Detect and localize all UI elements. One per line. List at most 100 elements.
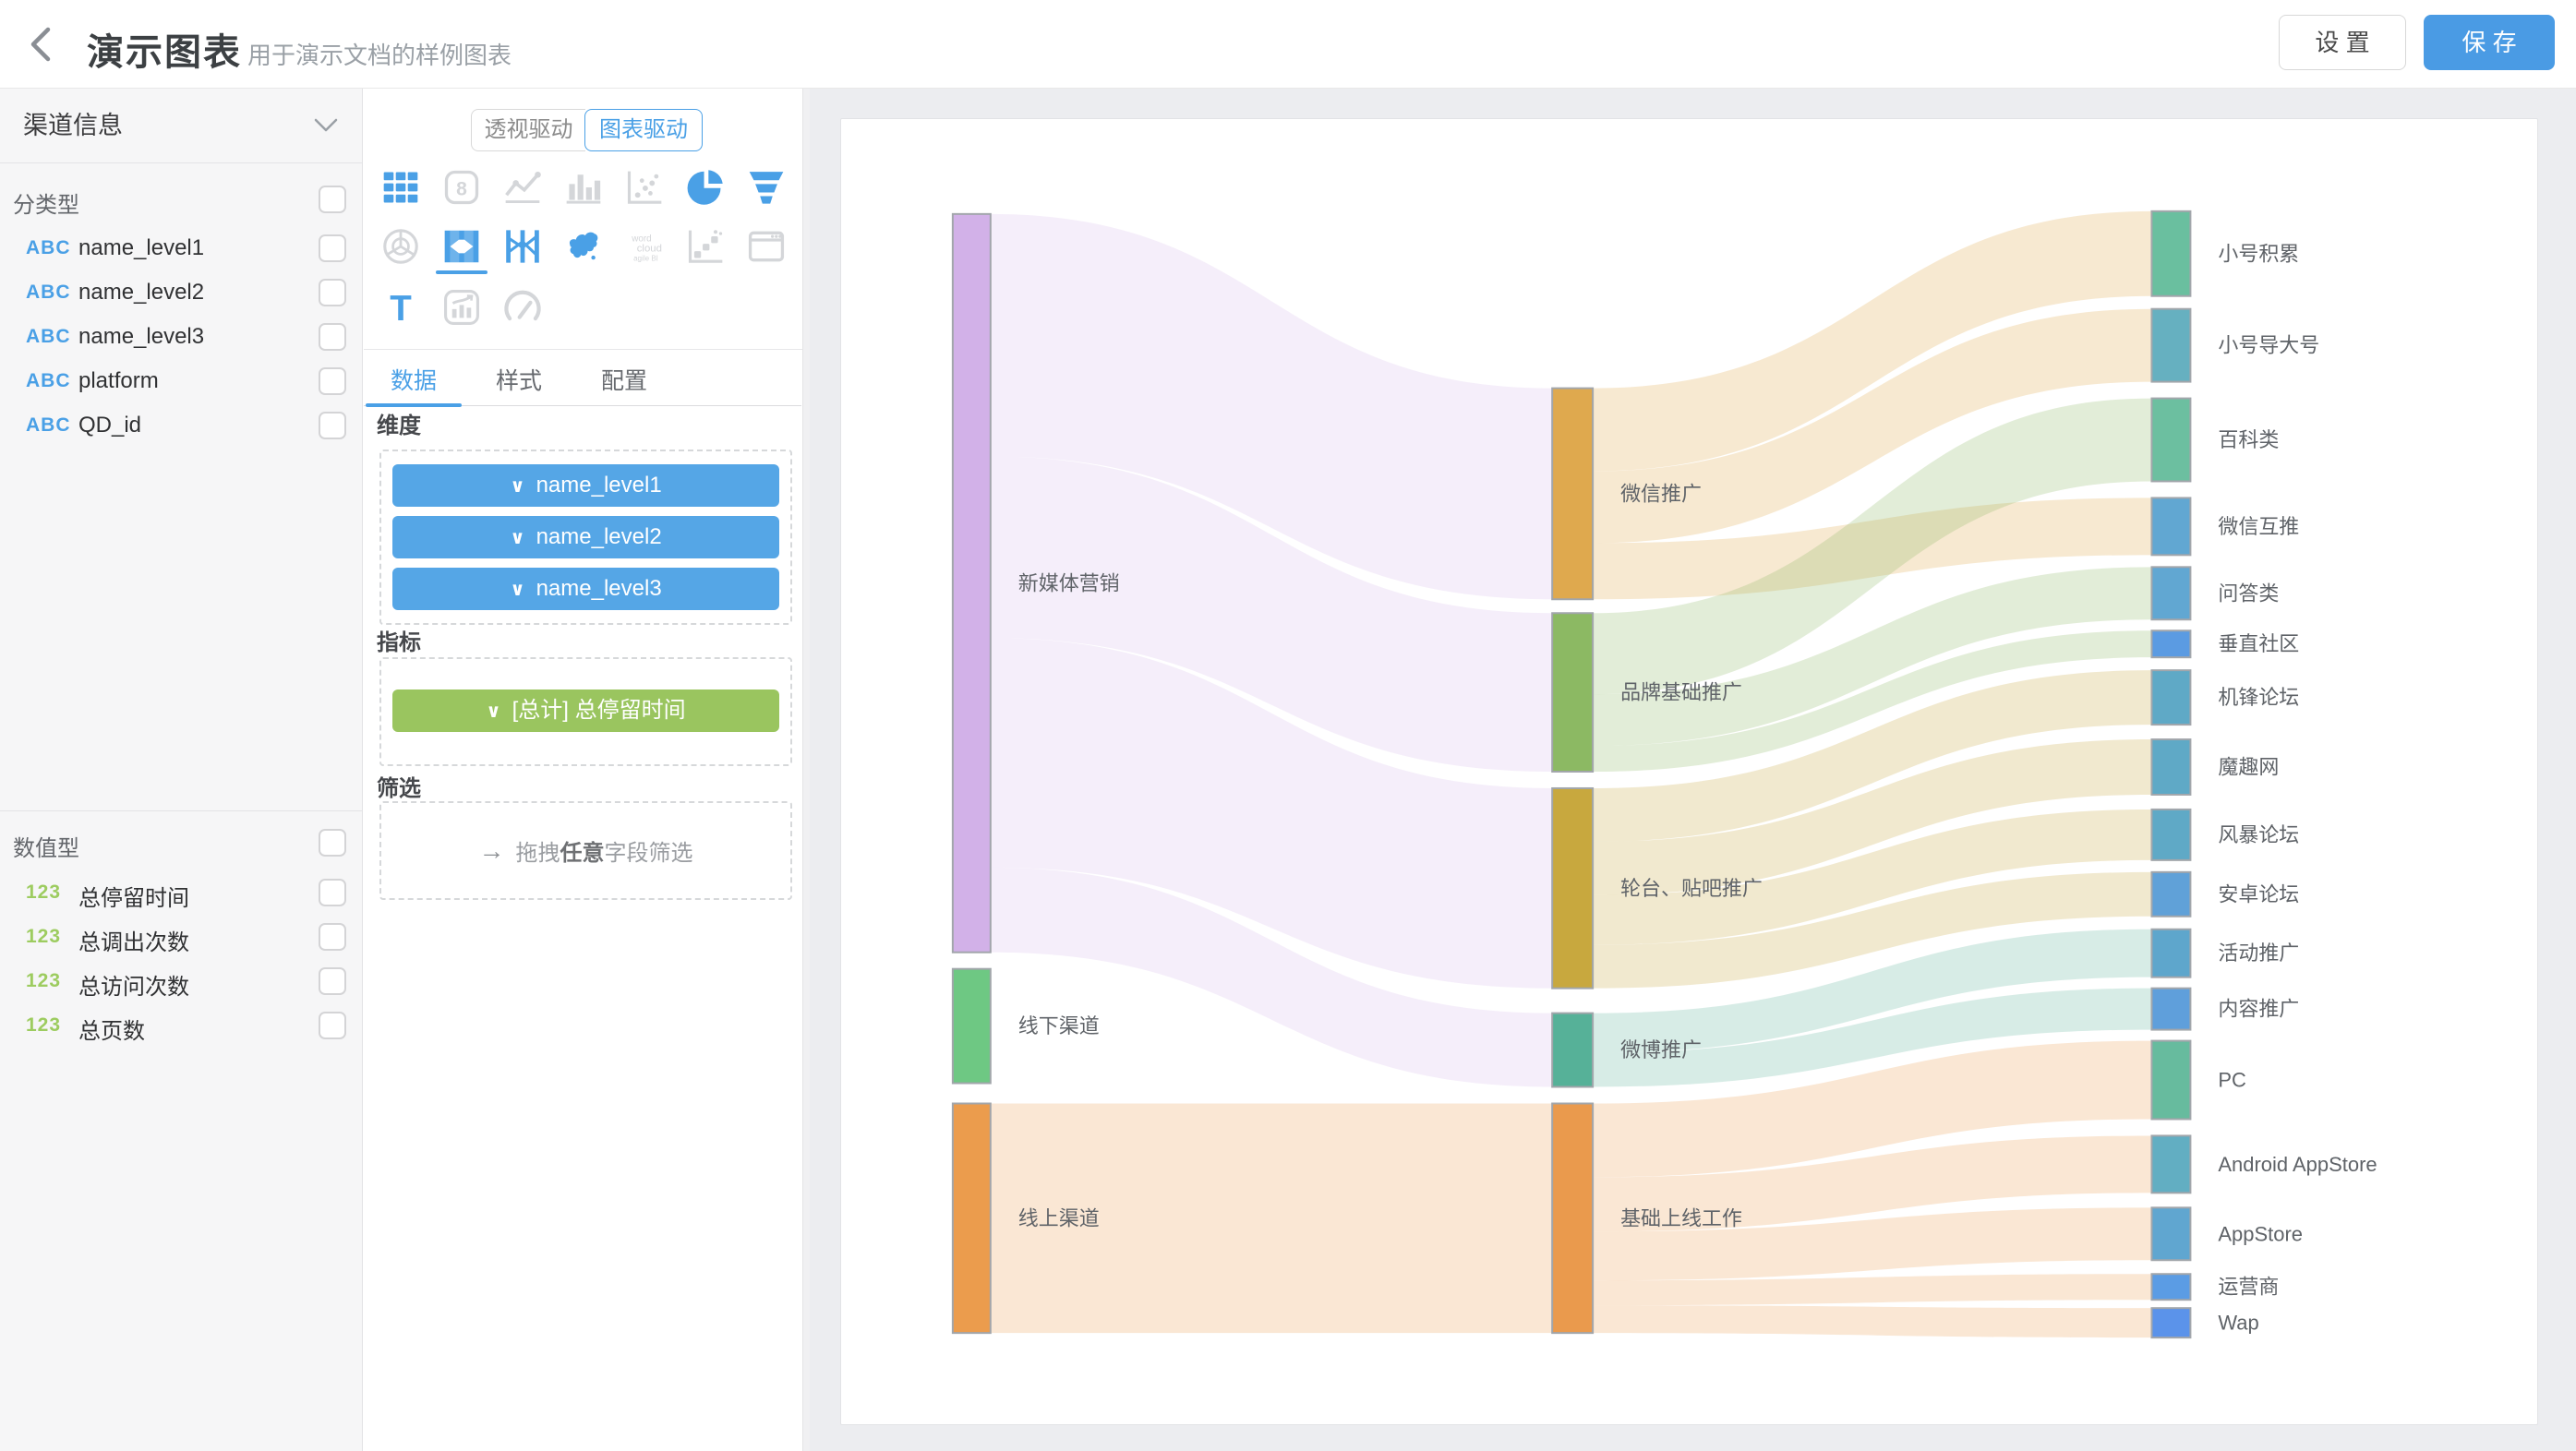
text-chart-icon[interactable]: T: [380, 287, 421, 328]
scatter-chart-icon[interactable]: [624, 167, 665, 208]
field-checkbox[interactable]: [319, 367, 346, 395]
section-title: 数值型: [13, 836, 79, 861]
sankey-node-品牌基础推广[interactable]: [1551, 612, 1595, 773]
numeric-section-header: 数值型: [0, 821, 362, 865]
step-chart-icon[interactable]: [685, 226, 726, 267]
tab-data[interactable]: 数据: [366, 360, 462, 407]
sankey-node-内容推广[interactable]: [2150, 987, 2192, 1031]
table-chart-icon[interactable]: [380, 167, 421, 208]
polar-chart-icon[interactable]: [380, 226, 421, 267]
field-checkbox[interactable]: [319, 923, 346, 951]
chevron-down-icon: ∨: [510, 476, 525, 497]
field-checkbox[interactable]: [319, 279, 346, 306]
sankey-node-小号导大号[interactable]: [2150, 307, 2192, 383]
sankey-node-基础上线工作[interactable]: [1551, 1102, 1595, 1335]
field-type-badge: ABC: [26, 326, 71, 347]
field-checkbox[interactable]: [319, 234, 346, 262]
category-field-name_level2[interactable]: ABC name_level2: [0, 270, 362, 315]
line-chart-icon[interactable]: [502, 167, 543, 208]
combo-chart-icon[interactable]: [441, 287, 482, 328]
tab-style[interactable]: 样式: [495, 368, 542, 394]
sankey-node-轮台、贴吧推广[interactable]: [1551, 786, 1595, 989]
field-type-badge: 123: [26, 881, 62, 903]
tab-config[interactable]: 配置: [600, 368, 647, 394]
sankey-chart-icon-selected[interactable]: [441, 226, 482, 267]
sankey-node-微信推广[interactable]: [1551, 387, 1595, 601]
pill-label: name_level3: [536, 576, 662, 601]
field-name: QD_id: [78, 413, 142, 438]
kpi-card-icon[interactable]: 8: [441, 167, 482, 208]
metric-pill-[总计] 总停留时间[interactable]: ∨ [总计] 总停留时间: [392, 690, 779, 732]
mode-tab-pivot[interactable]: 透视驱动: [471, 109, 585, 151]
sankey-node-线下渠道[interactable]: [951, 967, 992, 1085]
sankey-node-魔趣网[interactable]: [2150, 738, 2192, 796]
numeric-field-总调出次数[interactable]: 123 总调出次数: [0, 915, 362, 959]
sankey-node-label-运营商: 运营商: [2218, 1276, 2279, 1299]
category-section-header: 分类型: [0, 177, 362, 222]
web-frame-icon[interactable]: [746, 226, 787, 267]
select-all-numeric-checkbox[interactable]: [319, 829, 346, 857]
sankey-node-问答类[interactable]: [2150, 566, 2192, 621]
sankey-node-Android AppStore[interactable]: [2150, 1134, 2192, 1194]
field-checkbox[interactable]: [319, 1012, 346, 1039]
sankey-node-机锋论坛[interactable]: [2150, 669, 2192, 726]
field-checkbox[interactable]: [319, 412, 346, 439]
word-cloud-icon[interactable]: word cloud agile BI: [624, 226, 665, 267]
numeric-field-总页数[interactable]: 123 总页数: [0, 1003, 362, 1048]
sankey-node-新媒体营销[interactable]: [951, 212, 992, 953]
dimension-pill-name_level1[interactable]: ∨ name_level1: [392, 464, 779, 507]
mode-tab-chart[interactable]: 图表驱动: [584, 109, 703, 151]
select-all-category-checkbox[interactable]: [319, 186, 346, 213]
filter-dropzone[interactable]: → 拖拽 任意 字段筛选: [379, 801, 792, 900]
numeric-field-总访问次数[interactable]: 123 总访问次数: [0, 959, 362, 1003]
svg-text:cloud: cloud: [637, 244, 662, 255]
panel-tabs: 数据 样式 配置: [364, 360, 801, 407]
sankey-node-Wap[interactable]: [2150, 1307, 2192, 1339]
filter-hint: → 拖拽 任意 字段筛选: [381, 803, 790, 898]
sankey-node-label-基础上线工作: 基础上线工作: [1620, 1206, 1742, 1229]
field-checkbox[interactable]: [319, 323, 346, 351]
dimension-pill-name_level2[interactable]: ∨ name_level2: [392, 516, 779, 558]
save-button[interactable]: 保 存: [2424, 15, 2555, 70]
dimension-dropzone[interactable]: ∨ name_level1 ∨ name_level2 ∨ name_level3: [379, 450, 792, 625]
sankey-node-运营商[interactable]: [2150, 1273, 2192, 1301]
sankey-node-AppStore[interactable]: [2150, 1206, 2192, 1262]
sankey-node-微博推广[interactable]: [1551, 1012, 1595, 1088]
parallel-chart-icon[interactable]: [502, 226, 543, 267]
dimension-pill-name_level3[interactable]: ∨ name_level3: [392, 568, 779, 610]
category-field-list: ABC name_level1 ABC name_level2 ABC name_leve…: [0, 226, 362, 448]
metric-dropzone[interactable]: ∨ [总计] 总停留时间: [379, 657, 792, 766]
sankey-node-垂直社区[interactable]: [2150, 630, 2192, 659]
sankey-node-活动推广[interactable]: [2150, 928, 2192, 978]
field-checkbox[interactable]: [319, 967, 346, 995]
sankey-node-线上渠道[interactable]: [951, 1102, 992, 1335]
chart-card: 新媒体营销 线下渠道 线上渠道 微信推广 品牌基础推广 轮台、贴吧推广 微博推广 基础上线工作…: [840, 118, 2538, 1425]
category-field-name_level3[interactable]: ABC name_level3: [0, 315, 362, 359]
sankey-node-PC[interactable]: [2150, 1039, 2192, 1121]
sankey-node-风暴论坛[interactable]: [2150, 808, 2192, 861]
category-field-platform[interactable]: ABC platform: [0, 359, 362, 403]
field-name: 总停留时间: [78, 886, 189, 911]
pie-chart-icon[interactable]: [685, 167, 726, 208]
china-map-chart-icon[interactable]: [563, 226, 604, 267]
settings-button[interactable]: 设 置: [2279, 15, 2406, 70]
back-button[interactable]: [20, 22, 65, 66]
field-checkbox[interactable]: [319, 879, 346, 906]
category-field-name_level1[interactable]: ABC name_level1: [0, 226, 362, 270]
sankey-node-百科类[interactable]: [2150, 397, 2192, 483]
panel-scrollbar[interactable]: [802, 89, 810, 1451]
numeric-field-总停留时间[interactable]: 123 总停留时间: [0, 870, 362, 915]
bar-chart-icon[interactable]: [563, 167, 604, 208]
sankey-link-新媒体营销-to-轮台、贴吧推广: [990, 638, 1553, 989]
sankey-link-微信推广-to-微信互推: [1593, 498, 2152, 600]
divider: [0, 162, 362, 163]
sankey-node-微信互推[interactable]: [2150, 497, 2192, 557]
sankey-node-小号积累[interactable]: [2150, 210, 2192, 297]
sankey-node-label-风暴论坛: 风暴论坛: [2218, 823, 2299, 846]
funnel-chart-icon[interactable]: [746, 167, 787, 208]
sankey-node-安卓论坛[interactable]: [2150, 870, 2192, 917]
category-field-QD_id[interactable]: ABC QD_id: [0, 403, 362, 448]
gauge-chart-icon[interactable]: [502, 287, 543, 328]
dataset-selector[interactable]: 渠道信息: [0, 89, 362, 162]
